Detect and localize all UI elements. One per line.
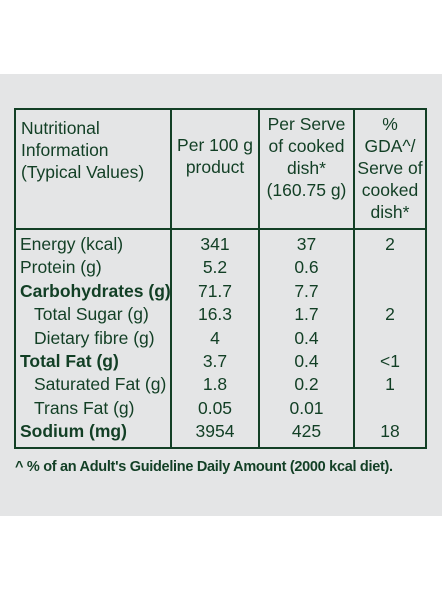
header-per-100g: Per 100 g product [170, 108, 260, 230]
nutrition-label-panel: Nutritional Information (Typical Values)… [0, 74, 442, 516]
row-label-energy: Energy (kcal) [14, 229, 172, 257]
cell-gda: 2 [353, 229, 427, 257]
cell-gda [353, 256, 427, 280]
cell-per-serve: 0.2 [258, 373, 355, 397]
cell-per-serve: 7.7 [258, 279, 355, 304]
cell-per100: 3954 [170, 420, 260, 449]
cell-gda: <1 [353, 349, 427, 374]
cell-per-serve: 0.6 [258, 256, 355, 280]
cell-per-serve: 0.4 [258, 349, 355, 374]
nutrition-table: Nutritional Information (Typical Values)… [14, 108, 427, 449]
cell-gda [353, 396, 427, 421]
row-label-protein: Protein (g) [14, 256, 172, 280]
header-per-serve: Per Serve of cooked dish* (160.75 g) [258, 108, 355, 230]
table-row: Dietary fibre (g) 4 0.4 [14, 326, 427, 350]
header-gda: % GDA^/ Serve of cooked dish* [353, 108, 427, 230]
cell-gda: 18 [353, 420, 427, 449]
table-row: Total Fat (g) 3.7 0.4 <1 [14, 349, 427, 374]
row-label-saturated-fat: Saturated Fat (g) [14, 373, 172, 397]
row-label-carbohydrates: Carbohydrates (g) [14, 279, 172, 304]
cell-per-serve: 1.7 [258, 303, 355, 327]
row-label-sodium: Sodium (mg) [14, 420, 172, 449]
cell-per100: 71.7 [170, 279, 260, 304]
row-label-trans-fat: Trans Fat (g) [14, 396, 172, 421]
cell-per100: 1.8 [170, 373, 260, 397]
cell-gda [353, 326, 427, 350]
cell-per100: 4 [170, 326, 260, 350]
cell-per100: 5.2 [170, 256, 260, 280]
cell-gda [353, 279, 427, 304]
cell-per100: 0.05 [170, 396, 260, 421]
table-row: Carbohydrates (g) 71.7 7.7 [14, 279, 427, 304]
row-label-total-fat: Total Fat (g) [14, 349, 172, 374]
gda-footnote: ^ % of an Adult's Guideline Daily Amount… [15, 459, 393, 475]
header-nutritional-information: Nutritional Information (Typical Values) [14, 108, 172, 230]
cell-per100: 16.3 [170, 303, 260, 327]
cell-gda: 2 [353, 303, 427, 327]
table-header-row: Nutritional Information (Typical Values)… [14, 108, 427, 230]
table-row: Sodium (mg) 3954 425 18 [14, 420, 427, 449]
row-label-total-sugar: Total Sugar (g) [14, 303, 172, 327]
cell-per100: 341 [170, 229, 260, 257]
cell-per-serve: 425 [258, 420, 355, 449]
cell-per100: 3.7 [170, 349, 260, 374]
row-label-dietary-fibre: Dietary fibre (g) [14, 326, 172, 350]
cell-per-serve: 37 [258, 229, 355, 257]
cell-gda: 1 [353, 373, 427, 397]
table-row: Saturated Fat (g) 1.8 0.2 1 [14, 373, 427, 397]
table-row: Protein (g) 5.2 0.6 [14, 256, 427, 280]
table-row: Total Sugar (g) 16.3 1.7 2 [14, 303, 427, 327]
table-row: Energy (kcal) 341 37 2 [14, 229, 427, 257]
table-row: Trans Fat (g) 0.05 0.01 [14, 396, 427, 421]
cell-per-serve: 0.01 [258, 396, 355, 421]
cell-per-serve: 0.4 [258, 326, 355, 350]
